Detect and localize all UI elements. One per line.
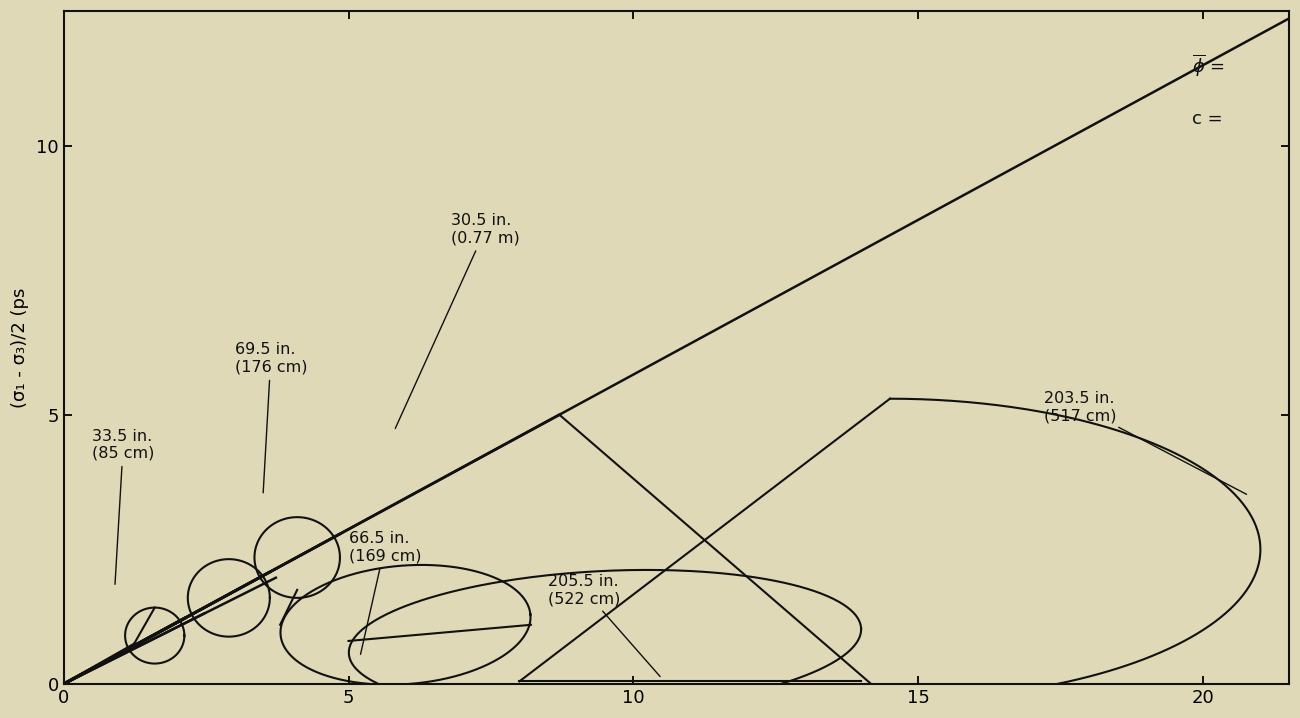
Text: 33.5 in.
(85 cm): 33.5 in. (85 cm) xyxy=(92,429,155,584)
Text: $\overline{\phi}$ =: $\overline{\phi}$ = xyxy=(1192,52,1225,78)
Text: 203.5 in.
(517 cm): 203.5 in. (517 cm) xyxy=(1044,391,1247,494)
Text: 66.5 in.
(169 cm): 66.5 in. (169 cm) xyxy=(348,531,421,654)
Text: 69.5 in.
(176 cm): 69.5 in. (176 cm) xyxy=(234,342,307,493)
Y-axis label: (σ₁ - σ₃)/2 (ps: (σ₁ - σ₃)/2 (ps xyxy=(12,287,29,408)
Text: c =: c = xyxy=(1192,110,1222,128)
Text: 30.5 in.
(0.77 m): 30.5 in. (0.77 m) xyxy=(395,213,520,429)
Text: 205.5 in.
(522 cm): 205.5 in. (522 cm) xyxy=(549,574,660,676)
